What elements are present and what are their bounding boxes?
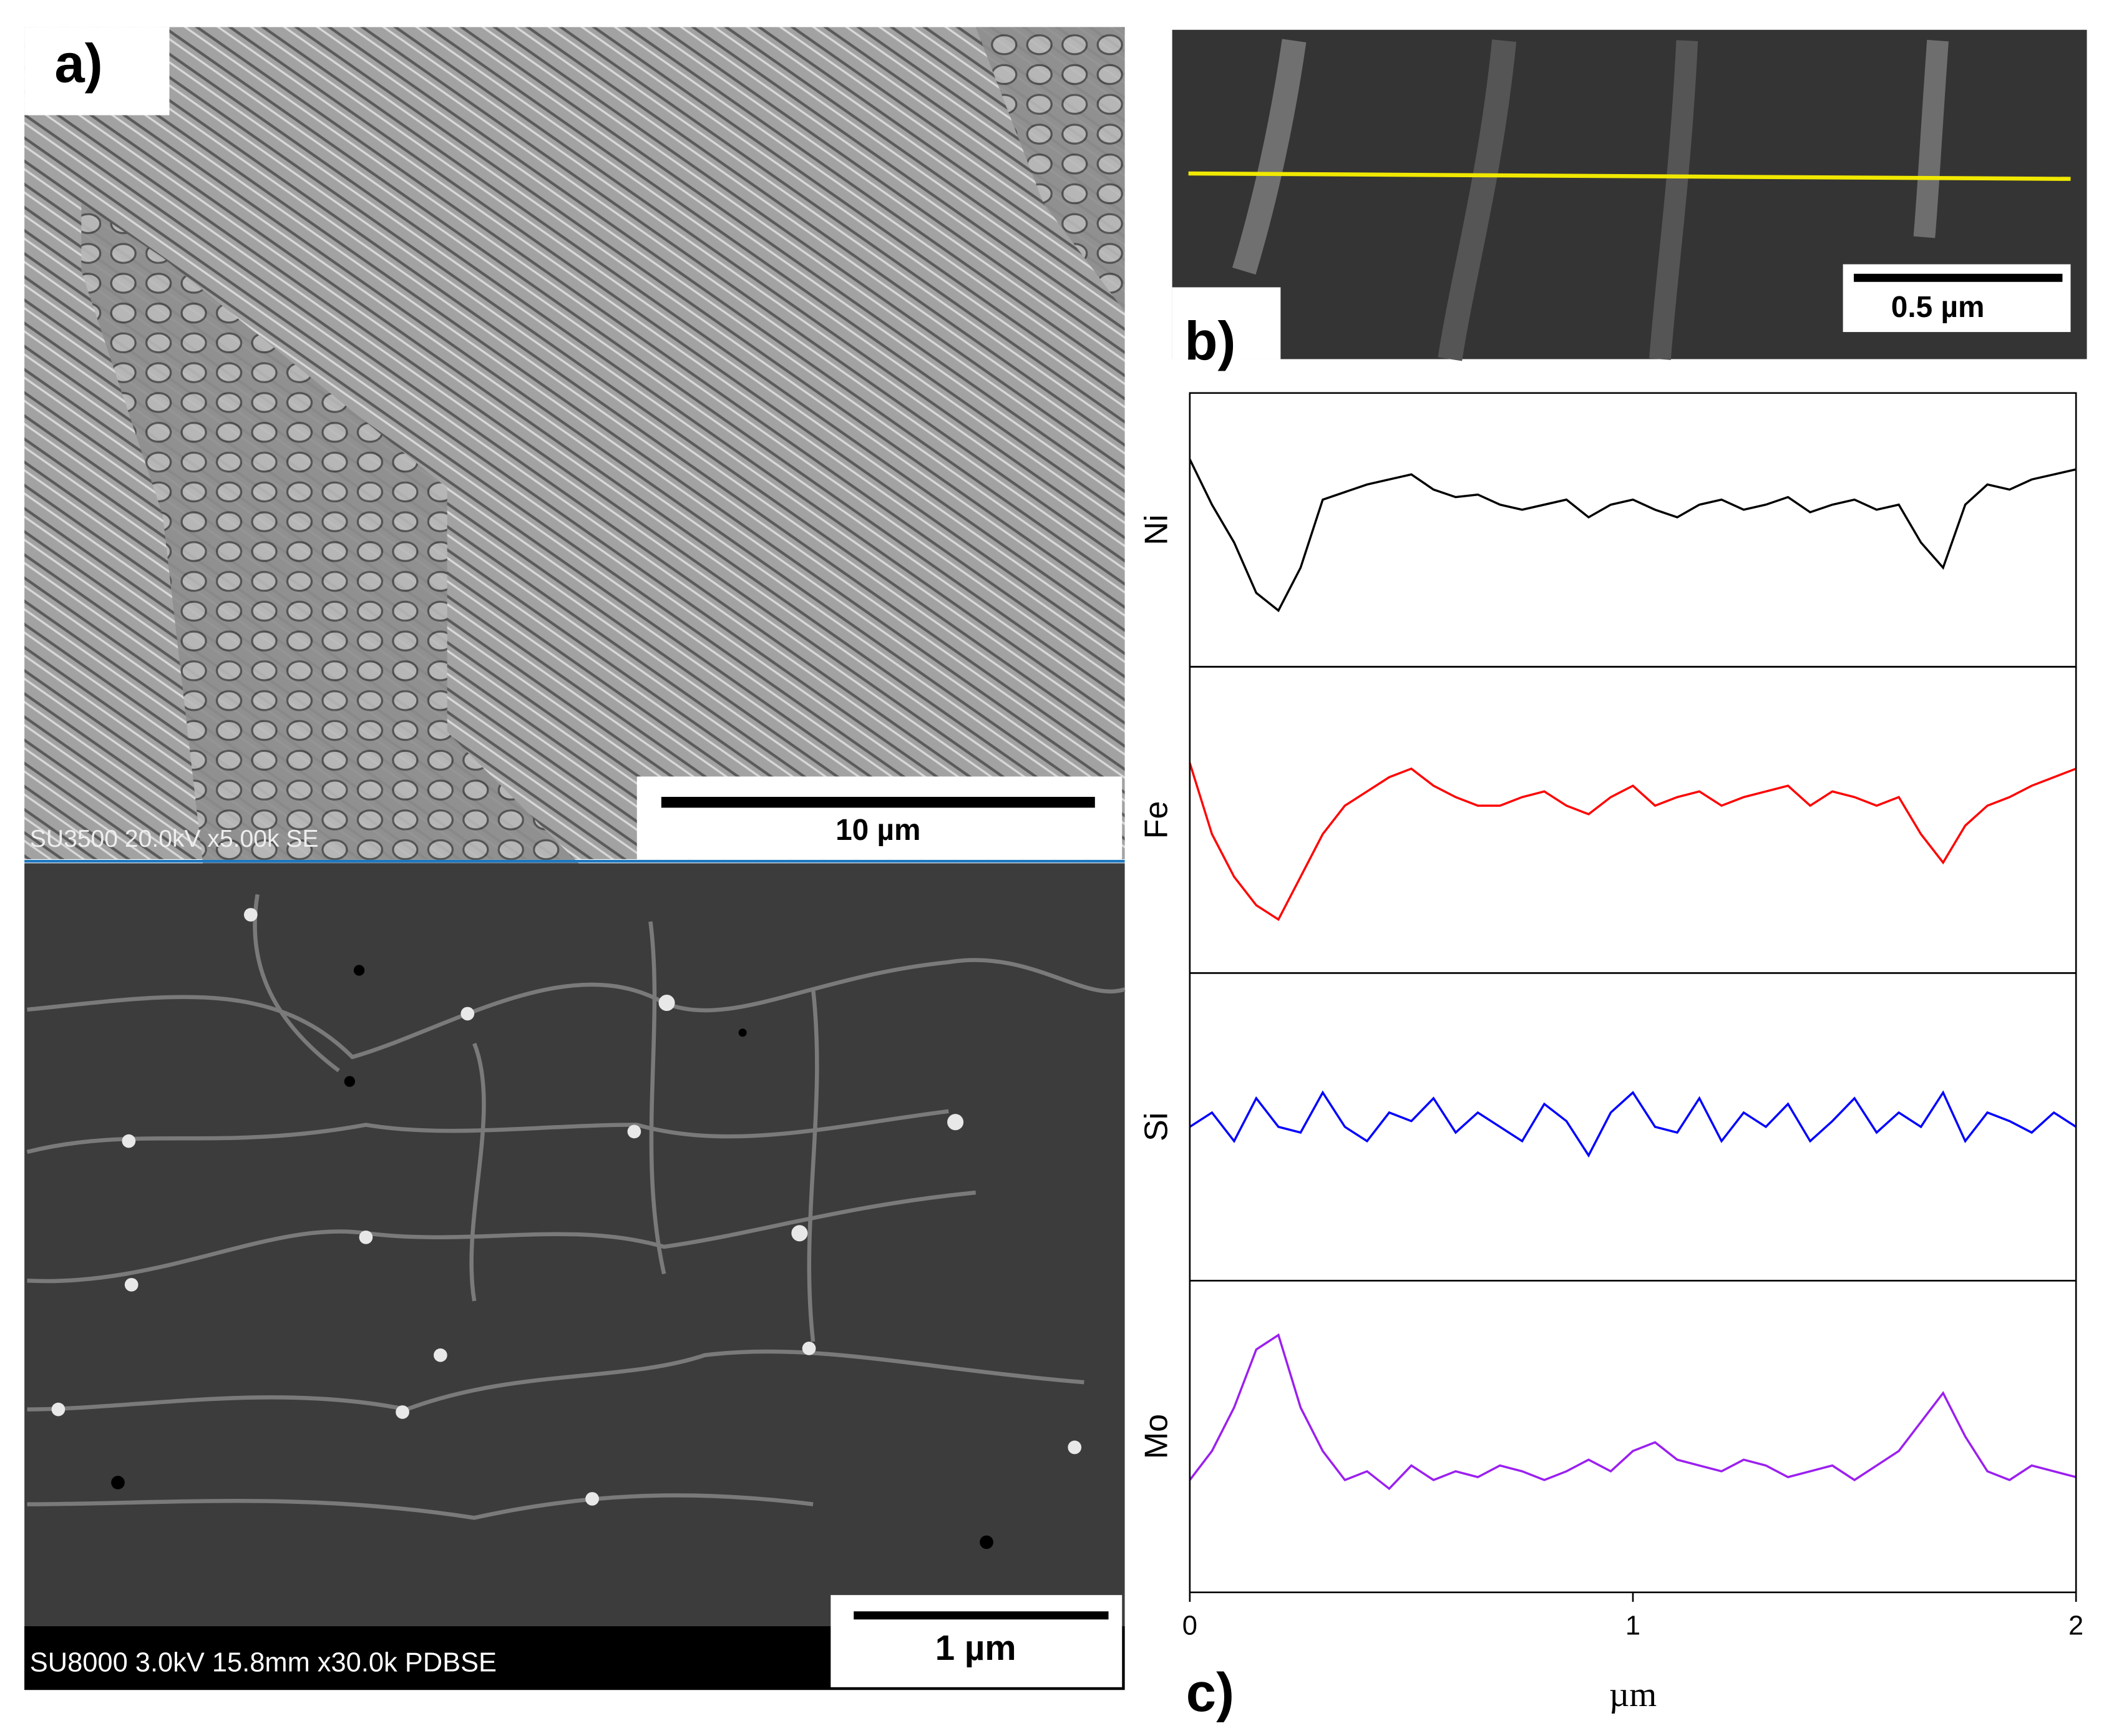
plot-frame [1189, 1279, 2077, 1594]
profile-line [1189, 1090, 2077, 1158]
scale-bar-label: 10 µm [835, 814, 920, 847]
scale-bar-label: 0.5 µm [1891, 291, 1985, 324]
micrograph-caption: SU8000 3.0kV 15.8mm x30.0k PDBSE [30, 1647, 497, 1677]
y-axis-label: Ni [1139, 515, 1175, 545]
plot-frame [1189, 392, 2077, 668]
micrograph-se [24, 27, 1125, 867]
profile-line [1189, 459, 2077, 613]
y-axis-label: Fe [1139, 801, 1175, 839]
profile-line [1189, 763, 2077, 922]
plot-frame [1189, 972, 2077, 1282]
panel-label: c) [1186, 1662, 1234, 1723]
x-axis-label: µm [1609, 1675, 1657, 1714]
plot-frame [1189, 666, 2077, 974]
profile-line [1189, 1333, 2077, 1491]
micrograph-bse [24, 863, 1126, 1690]
panel-label: a) [54, 34, 102, 94]
micrograph-inset [1172, 29, 2087, 361]
panel-label: b) [1184, 311, 1235, 372]
x-tick-label: 2 [2068, 1611, 2083, 1641]
scale-bar-label: 1 µm [935, 1628, 1016, 1667]
x-tick-label: 0 [1182, 1611, 1197, 1641]
y-axis-label: Si [1139, 1113, 1175, 1141]
line-profiles: Ni Fe Si Mo 0 1 2 µm [1139, 392, 2083, 1714]
x-tick-label: 1 [1625, 1611, 1640, 1641]
y-axis-label: Mo [1139, 1414, 1175, 1459]
micrograph-caption: SU3500 20.0kV x5.00k SE [30, 826, 319, 852]
